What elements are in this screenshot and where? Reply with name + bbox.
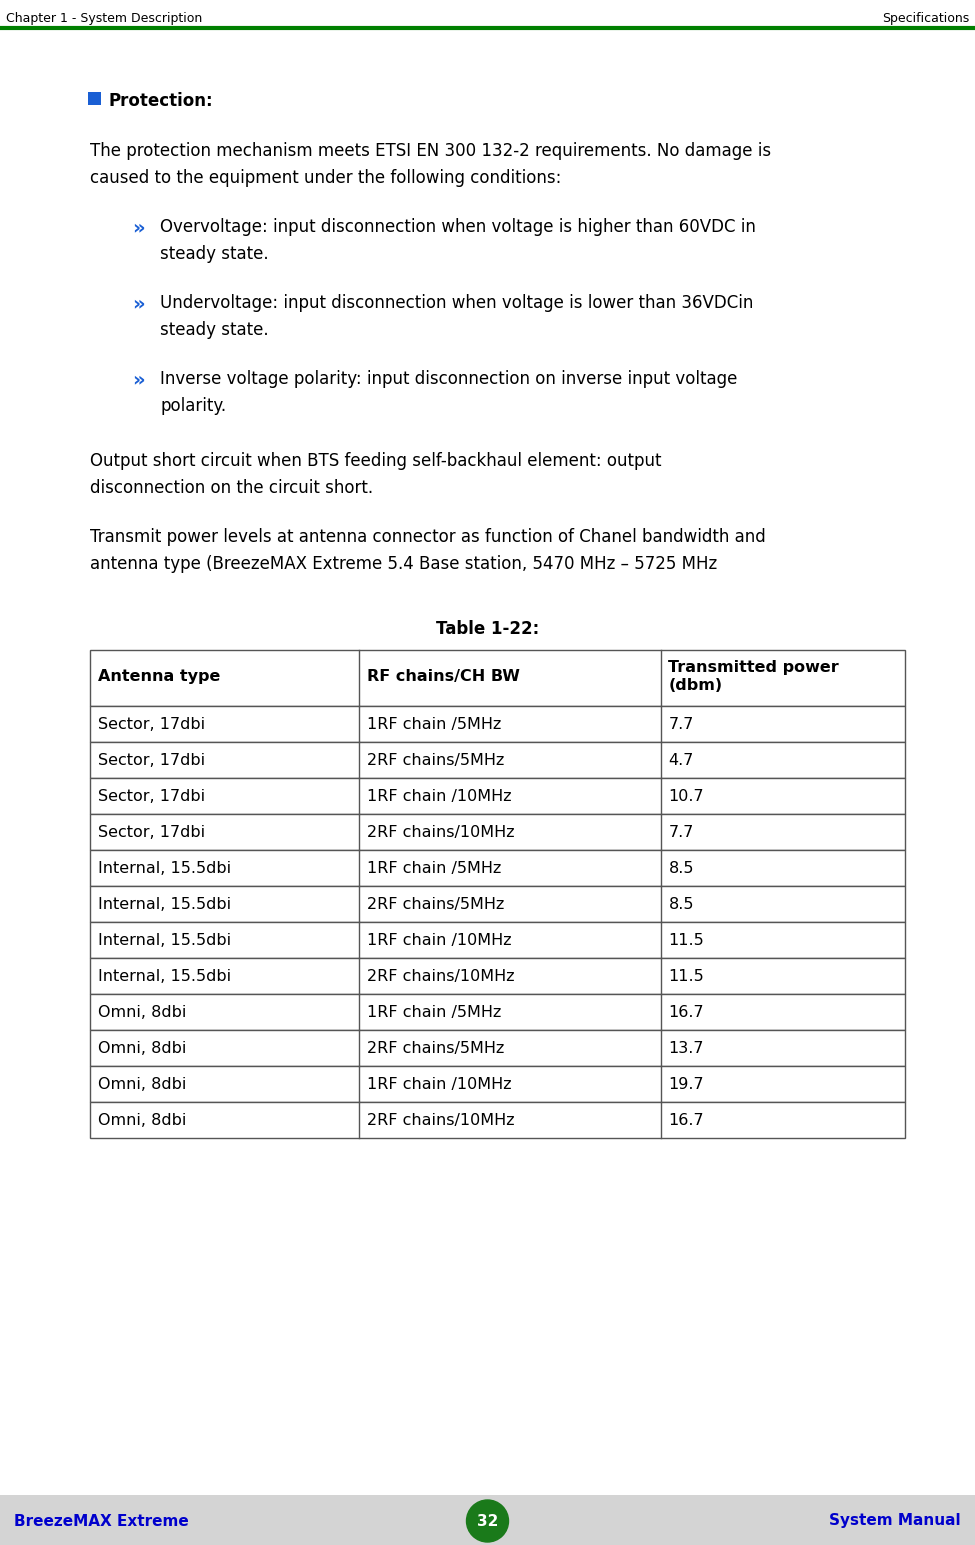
Text: »: » — [132, 369, 144, 389]
Text: 16.7: 16.7 — [669, 1004, 704, 1020]
Text: System Manual: System Manual — [830, 1514, 961, 1528]
Bar — [90, 850, 905, 885]
Text: Undervoltage: input disconnection when voltage is lower than 36VDCin: Undervoltage: input disconnection when v… — [160, 294, 754, 312]
Text: Omni, 8dbi: Omni, 8dbi — [98, 1112, 186, 1128]
Bar — [90, 922, 905, 958]
Text: steady state.: steady state. — [160, 321, 269, 338]
Bar — [90, 850, 905, 885]
Text: Output short circuit when BTS feeding self-backhaul element: output: Output short circuit when BTS feeding se… — [90, 453, 661, 470]
Text: Specifications: Specifications — [881, 12, 969, 25]
Text: 2RF chains/10MHz: 2RF chains/10MHz — [367, 1112, 515, 1128]
Text: 19.7: 19.7 — [669, 1077, 704, 1092]
Text: 7.7: 7.7 — [669, 717, 694, 732]
Text: 7.7: 7.7 — [669, 825, 694, 840]
Text: Internal, 15.5dbi: Internal, 15.5dbi — [98, 898, 231, 912]
Bar — [90, 650, 905, 706]
Text: antenna type (BreezeMAX Extreme 5.4 Base station, 5470 MHz – 5725 MHz: antenna type (BreezeMAX Extreme 5.4 Base… — [90, 555, 718, 573]
Bar — [90, 993, 905, 1031]
Bar — [90, 885, 905, 922]
Text: Internal, 15.5dbi: Internal, 15.5dbi — [98, 861, 231, 876]
Text: Omni, 8dbi: Omni, 8dbi — [98, 1077, 186, 1092]
Text: (dbm): (dbm) — [669, 678, 722, 694]
Text: Antenna type: Antenna type — [98, 669, 220, 684]
Text: caused to the equipment under the following conditions:: caused to the equipment under the follow… — [90, 168, 562, 187]
Text: 2RF chains/10MHz: 2RF chains/10MHz — [367, 825, 515, 840]
Bar — [90, 885, 905, 922]
Text: 2RF chains/5MHz: 2RF chains/5MHz — [367, 752, 504, 768]
Text: 16.7: 16.7 — [669, 1112, 704, 1128]
Text: Transmitted power: Transmitted power — [669, 660, 839, 675]
Text: Internal, 15.5dbi: Internal, 15.5dbi — [98, 933, 231, 949]
Text: 1RF chain /5MHz: 1RF chain /5MHz — [367, 861, 501, 876]
Bar — [90, 814, 905, 850]
Text: Sector, 17dbi: Sector, 17dbi — [98, 717, 205, 732]
Text: BreezeMAX Extreme: BreezeMAX Extreme — [14, 1514, 189, 1528]
Text: Internal, 15.5dbi: Internal, 15.5dbi — [98, 969, 231, 984]
Text: Table 1-22:: Table 1-22: — [436, 620, 539, 638]
Circle shape — [466, 1500, 509, 1542]
Text: Transmit power levels at antenna connector as function of Chanel bandwidth and: Transmit power levels at antenna connect… — [90, 528, 765, 545]
Text: 4.7: 4.7 — [669, 752, 694, 768]
Bar — [90, 779, 905, 814]
Text: Omni, 8dbi: Omni, 8dbi — [98, 1004, 186, 1020]
Bar — [90, 1031, 905, 1066]
Text: 32: 32 — [477, 1514, 498, 1528]
Bar — [90, 814, 905, 850]
Text: 2RF chains/5MHz: 2RF chains/5MHz — [367, 1041, 504, 1055]
Text: 2RF chains/10MHz: 2RF chains/10MHz — [367, 969, 515, 984]
Text: The protection mechanism meets ETSI EN 300 132-2 requirements. No damage is: The protection mechanism meets ETSI EN 3… — [90, 142, 771, 161]
Text: RF chains/CH BW: RF chains/CH BW — [367, 669, 520, 684]
Bar — [90, 958, 905, 993]
Text: 1RF chain /10MHz: 1RF chain /10MHz — [367, 1077, 512, 1092]
Text: 8.5: 8.5 — [669, 861, 694, 876]
Text: 1RF chain /5MHz: 1RF chain /5MHz — [367, 1004, 501, 1020]
Text: Sector, 17dbi: Sector, 17dbi — [98, 825, 205, 840]
Text: 1RF chain /10MHz: 1RF chain /10MHz — [367, 789, 512, 803]
Bar — [90, 779, 905, 814]
Bar — [90, 1066, 905, 1102]
Text: Protection:: Protection: — [109, 93, 214, 110]
Text: 1RF chain /5MHz: 1RF chain /5MHz — [367, 717, 501, 732]
Bar — [90, 742, 905, 779]
Text: »: » — [132, 294, 144, 314]
Text: Sector, 17dbi: Sector, 17dbi — [98, 789, 205, 803]
Text: 1RF chain /10MHz: 1RF chain /10MHz — [367, 933, 512, 949]
Text: 11.5: 11.5 — [669, 933, 704, 949]
Text: polarity.: polarity. — [160, 397, 226, 416]
Text: 11.5: 11.5 — [669, 969, 704, 984]
Text: Sector, 17dbi: Sector, 17dbi — [98, 752, 205, 768]
Bar — [90, 1102, 905, 1139]
Text: Chapter 1 - System Description: Chapter 1 - System Description — [6, 12, 202, 25]
Text: 8.5: 8.5 — [669, 898, 694, 912]
Bar — [90, 706, 905, 742]
Bar — [90, 958, 905, 993]
Text: Omni, 8dbi: Omni, 8dbi — [98, 1041, 186, 1055]
Text: steady state.: steady state. — [160, 246, 269, 263]
Text: 10.7: 10.7 — [669, 789, 704, 803]
Text: 2RF chains/5MHz: 2RF chains/5MHz — [367, 898, 504, 912]
Text: »: » — [132, 218, 144, 236]
Text: disconnection on the circuit short.: disconnection on the circuit short. — [90, 479, 373, 497]
Bar — [90, 1031, 905, 1066]
Bar — [90, 1102, 905, 1139]
Bar — [0, 1496, 975, 1545]
Text: Inverse voltage polarity: input disconnection on inverse input voltage: Inverse voltage polarity: input disconne… — [160, 369, 737, 388]
Bar — [90, 742, 905, 779]
Bar — [88, 93, 101, 105]
Bar — [90, 706, 905, 742]
Text: 13.7: 13.7 — [669, 1041, 704, 1055]
Bar — [90, 922, 905, 958]
Text: Overvoltage: input disconnection when voltage is higher than 60VDC in: Overvoltage: input disconnection when vo… — [160, 218, 756, 236]
Bar — [90, 650, 905, 706]
Bar — [90, 1066, 905, 1102]
Bar — [90, 993, 905, 1031]
